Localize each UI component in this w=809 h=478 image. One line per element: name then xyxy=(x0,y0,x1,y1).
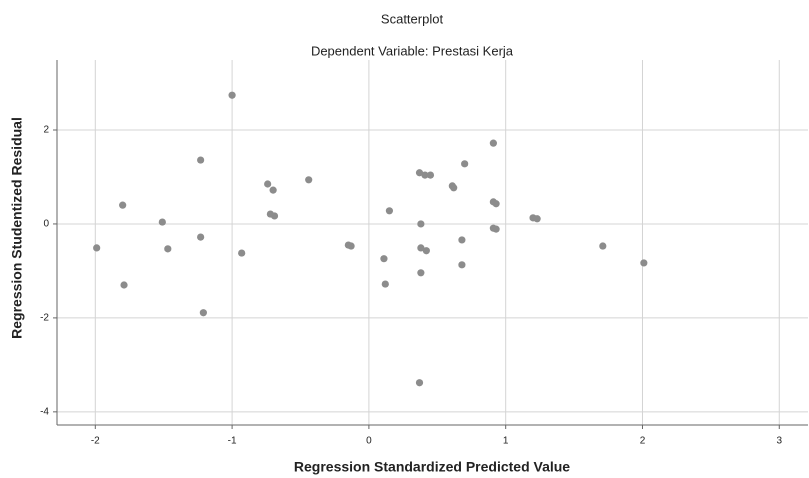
y-tick-label: 2 xyxy=(43,125,49,136)
point xyxy=(119,202,126,209)
point xyxy=(386,207,393,214)
x-tick-label: 3 xyxy=(776,436,782,447)
point xyxy=(197,156,204,163)
point xyxy=(164,245,171,252)
point xyxy=(493,226,500,233)
point xyxy=(493,200,500,207)
page: {"chart_data": {"type": "scatter", "titl… xyxy=(0,0,809,478)
x-tick-label: 0 xyxy=(366,436,372,447)
point xyxy=(271,212,278,219)
y-tick-label: -2 xyxy=(40,313,49,324)
chart-subtitle: Dependent Variable: Prestasi Kerja xyxy=(311,43,514,58)
point xyxy=(200,309,207,316)
x-axis-title: Regression Standardized Predicted Value xyxy=(294,459,570,475)
point xyxy=(450,184,457,191)
point xyxy=(228,92,235,99)
point xyxy=(264,180,271,187)
point xyxy=(197,233,204,240)
point xyxy=(534,215,541,222)
point xyxy=(93,244,100,251)
y-tick-label: -4 xyxy=(40,406,49,417)
chart: Scatterplot Dependent Variable: Prestasi… xyxy=(0,0,809,478)
y-axis-title: Regression Studentized Residual xyxy=(9,117,25,339)
point xyxy=(348,242,355,249)
x-tick-label: -2 xyxy=(91,436,100,447)
point xyxy=(599,242,606,249)
point xyxy=(238,249,245,256)
point xyxy=(380,255,387,262)
point xyxy=(461,160,468,167)
point xyxy=(270,187,277,194)
x-tick-label: 1 xyxy=(503,436,509,447)
x-tick-label: -1 xyxy=(228,436,237,447)
point xyxy=(159,218,166,225)
point xyxy=(423,247,430,254)
point xyxy=(416,379,423,386)
point xyxy=(382,280,389,287)
y-tick-label: 0 xyxy=(43,219,49,230)
point xyxy=(417,220,424,227)
point xyxy=(490,140,497,147)
point xyxy=(458,236,465,243)
point xyxy=(305,176,312,183)
point xyxy=(640,259,647,266)
x-tick-label: 2 xyxy=(640,436,646,447)
point xyxy=(120,281,127,288)
point xyxy=(458,261,465,268)
point xyxy=(417,269,424,276)
point xyxy=(427,171,434,178)
chart-title: Scatterplot xyxy=(381,11,444,26)
